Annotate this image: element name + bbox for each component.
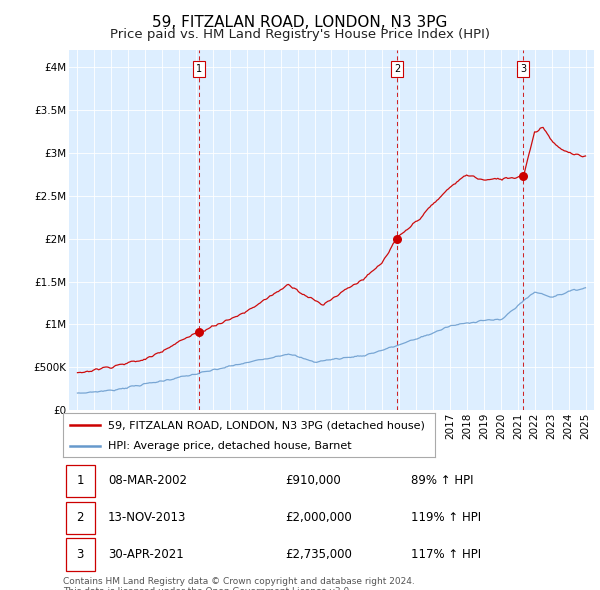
- Text: 117% ↑ HPI: 117% ↑ HPI: [412, 548, 482, 561]
- Text: 2: 2: [394, 64, 400, 74]
- Text: 119% ↑ HPI: 119% ↑ HPI: [412, 511, 482, 525]
- Text: 59, FITZALAN ROAD, LONDON, N3 3PG (detached house): 59, FITZALAN ROAD, LONDON, N3 3PG (detac…: [107, 421, 425, 430]
- Text: 89% ↑ HPI: 89% ↑ HPI: [412, 474, 474, 487]
- Text: 1: 1: [76, 474, 84, 487]
- Text: 08-MAR-2002: 08-MAR-2002: [108, 474, 187, 487]
- Text: 2: 2: [76, 511, 84, 525]
- Text: £2,735,000: £2,735,000: [285, 548, 352, 561]
- Text: £910,000: £910,000: [285, 474, 341, 487]
- FancyBboxPatch shape: [65, 502, 95, 534]
- FancyBboxPatch shape: [65, 465, 95, 497]
- Text: Price paid vs. HM Land Registry's House Price Index (HPI): Price paid vs. HM Land Registry's House …: [110, 28, 490, 41]
- FancyBboxPatch shape: [65, 539, 95, 571]
- Text: 30-APR-2021: 30-APR-2021: [108, 548, 184, 561]
- Text: HPI: Average price, detached house, Barnet: HPI: Average price, detached house, Barn…: [107, 441, 351, 451]
- Text: 59, FITZALAN ROAD, LONDON, N3 3PG: 59, FITZALAN ROAD, LONDON, N3 3PG: [152, 15, 448, 30]
- Text: 1: 1: [196, 64, 202, 74]
- Text: 3: 3: [520, 64, 526, 74]
- Text: 3: 3: [76, 548, 84, 561]
- Text: 13-NOV-2013: 13-NOV-2013: [108, 511, 186, 525]
- Text: £2,000,000: £2,000,000: [285, 511, 352, 525]
- Text: Contains HM Land Registry data © Crown copyright and database right 2024.
This d: Contains HM Land Registry data © Crown c…: [63, 577, 415, 590]
